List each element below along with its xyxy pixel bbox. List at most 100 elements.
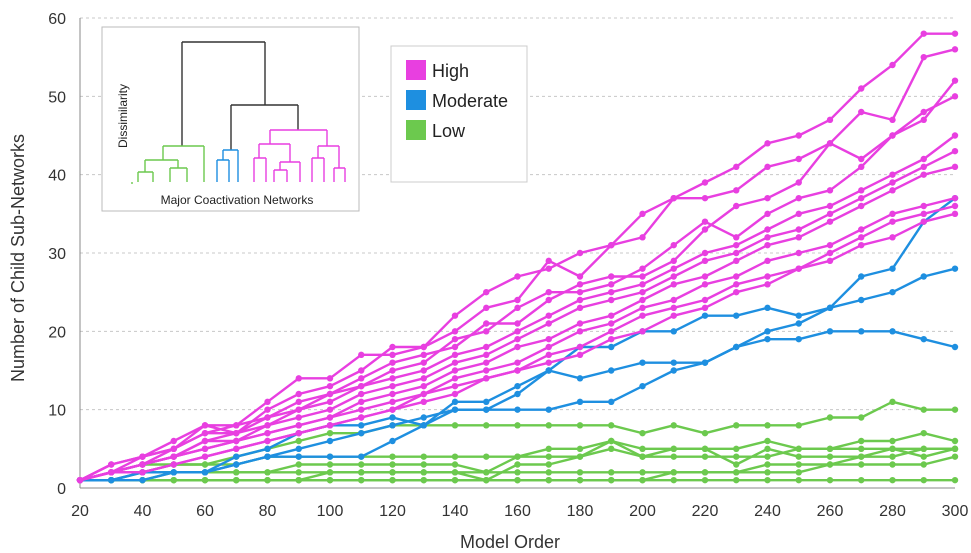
data-point (670, 422, 677, 429)
data-point (701, 304, 709, 312)
data-point (389, 398, 396, 406)
data-point (670, 312, 677, 319)
data-point (451, 375, 459, 382)
data-point (483, 288, 490, 296)
data-point (764, 194, 771, 202)
data-point (514, 359, 521, 366)
data-point (764, 437, 771, 445)
x-axis-title: Model Order (460, 532, 560, 552)
data-point (326, 390, 334, 398)
data-point (889, 132, 896, 139)
data-point (701, 179, 709, 186)
data-point (483, 359, 490, 366)
data-point (170, 469, 177, 476)
data-point (358, 476, 365, 484)
dendrogram-moderate-cluster (216, 149, 239, 182)
data-point (514, 304, 521, 312)
data-point (795, 132, 802, 139)
y-tick-label-30: 30 (48, 246, 66, 263)
data-point (670, 273, 677, 280)
data-point (295, 429, 302, 437)
x-tick-label-260: 260 (817, 503, 844, 520)
data-point (670, 265, 677, 272)
data-point (483, 422, 490, 429)
data-point (795, 265, 802, 272)
data-point (826, 445, 834, 453)
data-point (576, 343, 584, 351)
data-point (295, 422, 302, 429)
data-point (889, 116, 896, 124)
data-point (733, 281, 740, 288)
data-point (701, 429, 709, 437)
data-point (951, 476, 959, 484)
data-point (701, 453, 709, 460)
data-point (389, 343, 396, 351)
data-point (826, 453, 834, 460)
data-point (451, 461, 459, 468)
data-point (483, 304, 490, 312)
data-point (858, 194, 865, 202)
data-point (576, 273, 584, 280)
data-point (545, 351, 552, 359)
data-point (233, 437, 240, 445)
data-point (826, 218, 834, 225)
data-point (483, 476, 490, 484)
data-point (108, 469, 115, 476)
data-point (108, 476, 115, 484)
data-point (795, 445, 802, 453)
data-point (608, 281, 615, 288)
data-point (889, 461, 896, 468)
data-point (545, 320, 552, 327)
data-point (576, 375, 584, 382)
data-point (326, 453, 334, 460)
data-point (576, 351, 584, 359)
data-point (389, 437, 396, 445)
data-point (358, 429, 365, 437)
data-point (608, 288, 615, 296)
data-point (358, 398, 365, 406)
data-point (608, 422, 615, 429)
data-point (326, 429, 334, 437)
data-point (889, 288, 896, 296)
data-point (639, 234, 646, 241)
data-point (764, 453, 771, 460)
data-point (295, 453, 302, 460)
data-point (545, 453, 552, 460)
data-point (639, 469, 646, 476)
data-point (951, 343, 959, 351)
data-point (326, 382, 334, 390)
data-point (420, 390, 427, 398)
data-point (701, 359, 709, 366)
data-point (795, 320, 802, 327)
data-point (201, 445, 209, 453)
data-point (858, 155, 865, 163)
data-point (826, 241, 834, 249)
data-point (670, 476, 677, 484)
data-point (608, 320, 615, 327)
data-point (264, 469, 271, 476)
data-point (420, 375, 427, 382)
data-point (264, 437, 271, 445)
data-point (764, 281, 771, 288)
data-point (764, 234, 771, 241)
data-point (701, 249, 709, 257)
data-point (764, 476, 771, 484)
data-point (639, 273, 646, 280)
data-point (545, 312, 552, 319)
data-point (701, 226, 709, 233)
data-point (733, 445, 740, 453)
inset-x-label: Major Coactivation Networks (161, 193, 314, 207)
data-point (483, 351, 490, 359)
data-point (514, 382, 521, 390)
data-point (920, 476, 927, 484)
x-tick-label-40: 40 (134, 503, 152, 520)
data-point (420, 343, 427, 351)
data-point (639, 359, 646, 366)
data-point (326, 437, 334, 445)
data-point (951, 93, 959, 100)
data-point (639, 265, 646, 272)
data-point (420, 461, 427, 468)
data-point (795, 312, 802, 319)
data-point (826, 187, 834, 194)
data-point (576, 445, 584, 453)
